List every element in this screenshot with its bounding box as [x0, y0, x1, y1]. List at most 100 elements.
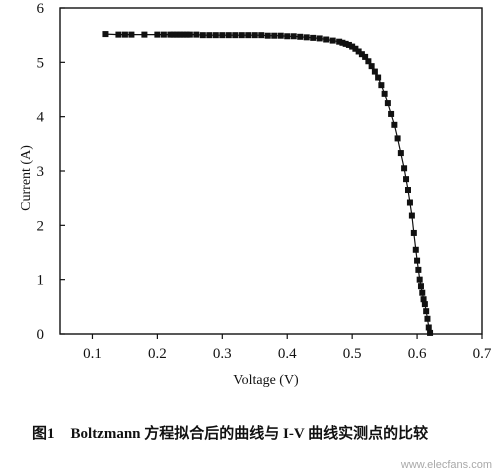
data-point	[264, 32, 271, 39]
data-point	[128, 31, 135, 38]
data-point	[406, 199, 413, 206]
data-point	[368, 63, 375, 70]
data-point	[141, 31, 148, 38]
data-point	[397, 150, 404, 157]
data-point	[339, 39, 346, 46]
data-point	[303, 34, 310, 41]
data-point	[238, 32, 245, 39]
data-point	[352, 45, 359, 52]
data-point	[186, 31, 193, 38]
data-point	[417, 283, 424, 290]
data-point	[329, 37, 336, 44]
data-point	[251, 32, 258, 39]
data-point	[245, 32, 252, 39]
data-point	[212, 32, 219, 39]
y-tick-label: 3	[37, 164, 45, 180]
x-tick-label: 0.2	[148, 346, 167, 362]
data-point	[378, 82, 385, 89]
data-point	[362, 53, 369, 60]
data-point	[206, 32, 213, 39]
x-tick-label: 0.3	[213, 346, 232, 362]
data-point	[284, 33, 291, 40]
y-axis-ticks: 0 1 2 3 4 5 6	[37, 1, 65, 343]
data-point	[154, 31, 161, 38]
data-point	[336, 38, 343, 45]
data-point	[421, 301, 428, 308]
x-axis-title: Voltage (V)	[233, 373, 299, 388]
data-point	[342, 40, 349, 47]
watermark: www.elecfans.com	[400, 459, 492, 471]
data-point	[297, 33, 304, 40]
data-point	[401, 165, 408, 172]
data-point	[219, 32, 226, 39]
data-point	[160, 31, 167, 38]
data-point	[391, 121, 398, 128]
data-point	[371, 68, 378, 75]
y-tick-label: 2	[37, 218, 45, 234]
data-point	[365, 58, 372, 65]
data-point	[225, 32, 232, 39]
data-points	[102, 31, 434, 336]
data-point	[408, 212, 415, 219]
data-point	[349, 43, 356, 50]
data-point	[419, 289, 426, 296]
data-point	[167, 31, 174, 38]
iv-curve-chart: 0.1 0.2 0.3 0.4 0.5 0.6 0.7 0 1 2 3 4 5 6 Voltage (V…	[19, 1, 492, 388]
data-point	[316, 35, 323, 42]
data-point	[375, 74, 382, 81]
data-point	[414, 257, 421, 264]
data-point	[345, 41, 352, 48]
data-point	[180, 31, 187, 38]
y-tick-label: 4	[37, 110, 45, 126]
data-point	[404, 187, 411, 194]
data-point	[323, 36, 330, 43]
data-point	[388, 110, 395, 117]
x-tick-label: 0.5	[343, 346, 362, 362]
data-point	[355, 48, 362, 55]
y-tick-label: 0	[37, 327, 45, 343]
data-point	[258, 32, 265, 39]
data-point	[410, 229, 417, 236]
data-point	[381, 90, 388, 97]
data-point	[412, 246, 419, 253]
x-tick-label: 0.7	[473, 346, 492, 362]
data-point	[427, 329, 434, 336]
data-point	[177, 31, 184, 38]
y-tick-label: 5	[37, 55, 45, 71]
caption-text: Boltzmann 方程拟合后的曲线与 I-V 曲线实测点的比较	[70, 426, 429, 442]
data-point	[358, 51, 365, 58]
x-tick-label: 0.1	[83, 346, 102, 362]
x-tick-label: 0.4	[278, 346, 297, 362]
data-point	[277, 32, 284, 39]
data-point	[102, 31, 109, 38]
data-point	[170, 31, 177, 38]
y-axis-title: Current (A)	[19, 145, 34, 211]
data-point	[424, 315, 431, 322]
data-point	[115, 31, 122, 38]
data-point	[290, 33, 297, 40]
data-point	[193, 31, 200, 38]
figure-caption: 图1 Boltzmann 方程拟合后的曲线与 I-V 曲线实测点的比较	[32, 422, 482, 447]
data-point	[310, 34, 317, 41]
data-point	[425, 324, 432, 331]
data-point	[384, 100, 391, 107]
data-point	[420, 296, 427, 303]
data-point	[232, 32, 239, 39]
data-point	[121, 31, 128, 38]
data-point	[183, 31, 190, 38]
data-point	[423, 308, 430, 315]
x-tick-label: 0.6	[408, 346, 427, 362]
data-point	[173, 31, 180, 38]
y-tick-label: 6	[37, 1, 45, 17]
data-point	[199, 32, 206, 39]
figure-number: 图1	[32, 426, 55, 442]
x-axis-ticks: 0.1 0.2 0.3 0.4 0.5 0.6 0.7	[83, 334, 492, 362]
y-tick-label: 1	[37, 273, 45, 289]
data-point	[394, 135, 401, 142]
data-point	[415, 266, 422, 273]
data-point	[403, 176, 410, 183]
fitted-curve	[105, 33, 431, 334]
data-point	[416, 276, 423, 283]
data-point	[271, 32, 278, 39]
